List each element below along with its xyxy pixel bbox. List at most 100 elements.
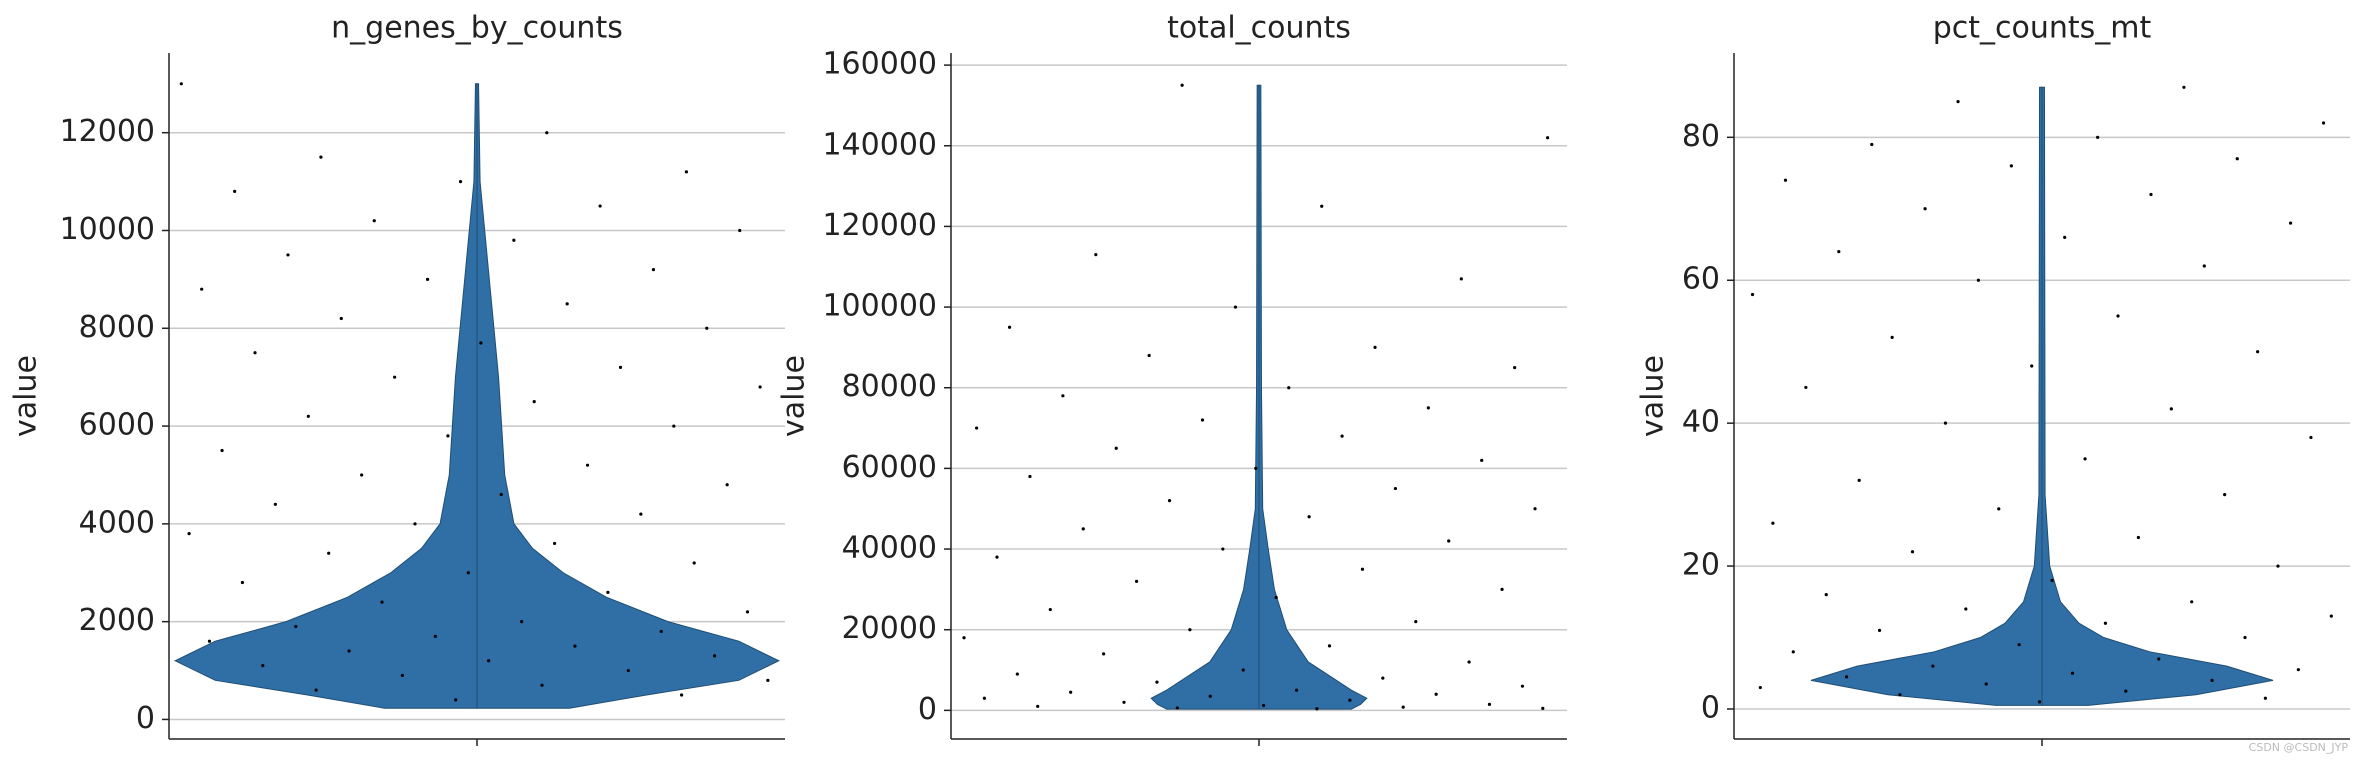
point — [306, 414, 310, 418]
point — [327, 551, 331, 555]
y-tick-label: 100000 — [822, 289, 937, 324]
point — [2256, 350, 2260, 354]
y-tick-label: 60 — [1682, 262, 1720, 297]
point — [1048, 607, 1052, 612]
point — [1837, 250, 1841, 254]
point — [1348, 698, 1352, 702]
point — [738, 228, 742, 233]
point — [294, 624, 298, 629]
y-axis-label: value — [777, 355, 812, 437]
point — [1241, 668, 1245, 672]
y-tick-label: 80000 — [842, 369, 937, 404]
point — [1541, 706, 1545, 710]
point — [2017, 643, 2021, 647]
violin-half — [1258, 84, 1368, 710]
point — [2103, 621, 2108, 625]
point — [1233, 305, 1238, 309]
point — [512, 238, 516, 242]
y-tick-label: 12000 — [60, 114, 155, 149]
point — [520, 620, 524, 624]
point — [1434, 692, 1438, 696]
violin-half — [476, 83, 780, 709]
point — [2235, 157, 2239, 161]
chart-title: pct_counts_mt — [1933, 11, 2152, 46]
point — [1081, 527, 1085, 531]
point — [1287, 386, 1291, 390]
point — [433, 634, 437, 638]
point — [573, 644, 577, 648]
chart-title: total_counts — [1167, 11, 1351, 46]
point — [2276, 564, 2280, 568]
point — [1459, 277, 1463, 281]
point — [1533, 507, 1537, 511]
point — [1327, 644, 1332, 648]
point — [1447, 539, 1451, 543]
point — [2210, 678, 2214, 683]
watermark: CSDN @CSDN_JYP — [2249, 741, 2349, 754]
point — [2202, 264, 2206, 268]
point — [253, 351, 257, 355]
point — [758, 385, 762, 389]
point — [1997, 507, 2001, 511]
y-tick-label: 20000 — [842, 611, 937, 646]
y-tick-label: 8000 — [79, 310, 155, 345]
point — [2169, 407, 2173, 411]
point — [2096, 135, 2100, 139]
point — [1791, 650, 1795, 654]
point — [454, 698, 458, 702]
point — [725, 483, 729, 487]
point — [962, 636, 966, 640]
point — [1320, 204, 1324, 208]
point — [1771, 521, 1775, 525]
y-tick-label: 6000 — [79, 408, 155, 443]
point — [1426, 406, 1430, 410]
point — [446, 434, 450, 438]
point — [1824, 593, 1828, 597]
chart-title: n_genes_by_counts — [331, 11, 623, 46]
point — [1910, 550, 1915, 554]
point — [1274, 595, 1278, 600]
point — [1923, 207, 1927, 211]
point — [220, 448, 224, 453]
point — [1487, 702, 1492, 706]
point — [1890, 335, 1894, 340]
y-tick-label: 160000 — [822, 47, 937, 82]
point — [1134, 579, 1139, 583]
point — [1500, 587, 1504, 591]
point — [1401, 705, 1405, 709]
point — [1513, 365, 1517, 370]
point — [1898, 693, 1902, 697]
point — [995, 555, 999, 559]
point — [233, 189, 237, 193]
point — [1520, 684, 1525, 688]
point — [2243, 635, 2247, 640]
point — [2329, 614, 2333, 618]
y-tick-label: 10000 — [60, 212, 155, 247]
point — [1414, 620, 1418, 624]
point — [1844, 675, 1849, 679]
point — [314, 688, 318, 692]
point — [982, 696, 986, 700]
point — [466, 571, 470, 575]
point — [2263, 696, 2267, 700]
y-tick-label: 140000 — [822, 127, 937, 162]
point — [1360, 567, 1365, 571]
point — [347, 649, 351, 653]
point — [1167, 499, 1172, 503]
y-tick-label: 120000 — [822, 208, 937, 243]
point — [1069, 690, 1073, 694]
point — [585, 463, 590, 467]
point — [1804, 385, 1808, 390]
point — [2288, 221, 2293, 225]
point — [207, 639, 212, 643]
point — [1015, 672, 1019, 676]
point — [2223, 493, 2227, 497]
point — [1943, 421, 1948, 425]
point — [1467, 660, 1471, 664]
point — [1061, 394, 1065, 398]
point — [618, 365, 623, 369]
point — [1340, 434, 1344, 438]
point — [1188, 628, 1192, 632]
point — [2296, 668, 2300, 672]
